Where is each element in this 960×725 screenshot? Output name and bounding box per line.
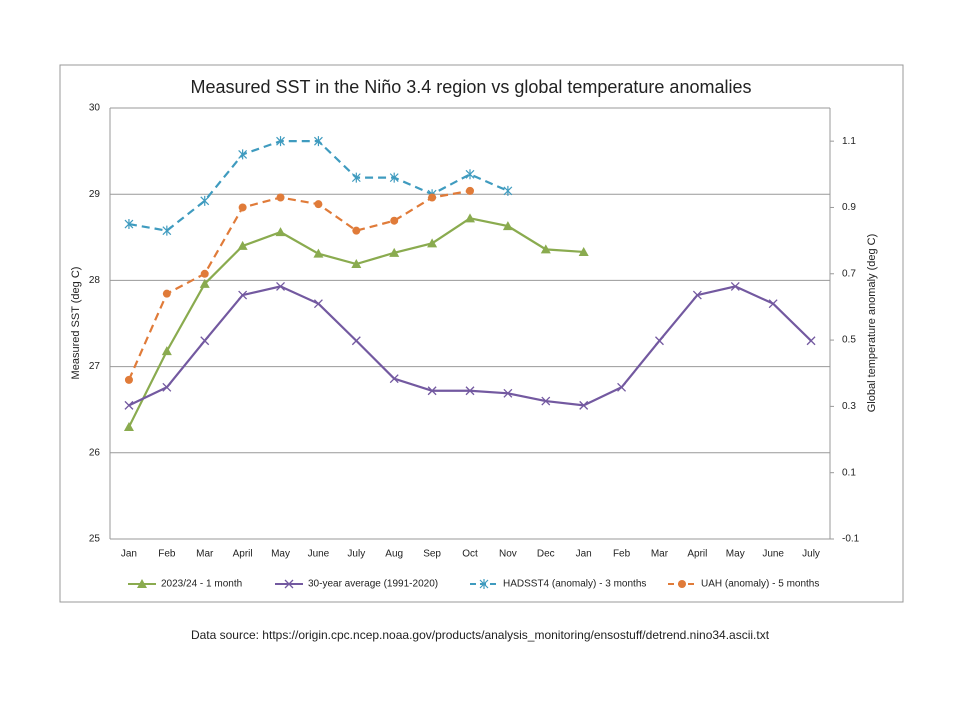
marker (162, 382, 172, 392)
marker (465, 213, 475, 223)
marker (162, 289, 171, 298)
marker (389, 247, 400, 257)
x-tick-label: July (802, 549, 820, 560)
y2-tick-label: 0.3 (842, 401, 856, 412)
y2-tick-label: 0.9 (842, 202, 856, 213)
marker (200, 269, 209, 278)
x-tick-label: Dec (537, 549, 555, 560)
x-tick-label: Mar (651, 549, 669, 560)
marker (692, 290, 702, 300)
chart-frame (59, 64, 904, 603)
marker (390, 216, 399, 225)
marker (389, 374, 399, 384)
marker (276, 193, 285, 202)
marker (351, 259, 362, 269)
x-tick-label: Feb (158, 549, 176, 560)
legend-marker (284, 579, 294, 589)
x-tick-label: June (762, 549, 784, 560)
x-tick-label: Nov (499, 549, 517, 560)
legend-marker (479, 579, 489, 589)
marker (806, 336, 816, 346)
marker (352, 226, 361, 235)
marker (275, 227, 286, 237)
x-tick-label: Jan (121, 549, 137, 560)
marker (123, 421, 134, 431)
marker (124, 400, 134, 410)
marker (465, 169, 475, 180)
legend-label: HADSST4 (anomaly) - 3 months (503, 579, 646, 590)
marker (389, 172, 399, 183)
x-tick-label: May (726, 549, 745, 560)
marker (427, 238, 438, 248)
marker (427, 386, 437, 396)
y-tick-label: 29 (89, 189, 101, 200)
x-tick-label: Mar (196, 549, 214, 560)
marker (465, 386, 475, 396)
marker (428, 193, 437, 202)
marker (313, 248, 324, 258)
marker (503, 388, 513, 398)
marker (351, 336, 361, 346)
y2-tick-label: -0.1 (842, 534, 860, 545)
marker (124, 375, 133, 384)
legend-label: UAH (anomaly) - 5 months (701, 579, 819, 590)
y2-tick-label: 0.7 (842, 268, 856, 279)
marker (124, 219, 134, 230)
marker (540, 244, 551, 254)
marker (541, 396, 551, 406)
chart-title: Measured SST in the Niño 3.4 region vs g… (191, 77, 752, 97)
marker (313, 136, 323, 147)
marker (238, 149, 248, 160)
marker (313, 299, 323, 309)
y2-tick-label: 0.1 (842, 467, 856, 478)
y2-axis-label: Global temperature anomaly (deg C) (866, 234, 878, 413)
marker (466, 186, 474, 195)
y2-tick-label: 0.5 (842, 335, 856, 346)
marker (502, 221, 513, 231)
marker (238, 203, 247, 212)
marker (237, 240, 248, 250)
x-tick-label: Feb (613, 549, 631, 560)
marker (162, 225, 172, 236)
marker (276, 281, 285, 291)
marker (617, 382, 627, 392)
y-tick-label: 28 (89, 275, 101, 286)
y-tick-label: 25 (89, 534, 101, 545)
marker (655, 336, 664, 346)
marker (579, 400, 589, 410)
x-tick-label: July (347, 549, 365, 560)
marker (200, 195, 210, 206)
y-tick-label: 30 (89, 103, 101, 114)
x-tick-label: Aug (385, 549, 403, 560)
y2-tick-label: 1.1 (842, 136, 856, 147)
marker (161, 346, 172, 356)
x-tick-label: Oct (462, 549, 478, 560)
y-axis-label: Measured SST (deg C) (70, 267, 82, 380)
marker (276, 136, 285, 147)
x-tick-label: April (687, 549, 707, 560)
y-tick-label: 26 (89, 447, 101, 458)
legend-marker (678, 580, 686, 588)
marker (351, 172, 361, 183)
marker (314, 200, 323, 209)
marker (730, 281, 740, 291)
legend-marker (137, 579, 147, 588)
marker (200, 336, 210, 346)
marker (238, 290, 248, 300)
marker (578, 246, 589, 256)
x-tick-label: Sep (423, 549, 441, 560)
x-tick-label: Jan (576, 549, 592, 560)
x-tick-label: April (233, 549, 253, 560)
source-note: Data source: https://origin.cpc.ncep.noa… (191, 628, 770, 642)
y-tick-label: 27 (89, 361, 101, 372)
x-tick-label: June (308, 549, 330, 560)
x-tick-label: May (271, 549, 290, 560)
marker (199, 278, 210, 288)
marker (768, 299, 778, 309)
legend-label: 2023/24 - 1 month (161, 579, 242, 590)
marker (503, 185, 513, 196)
legend-label: 30-year average (1991-2020) (308, 579, 438, 590)
